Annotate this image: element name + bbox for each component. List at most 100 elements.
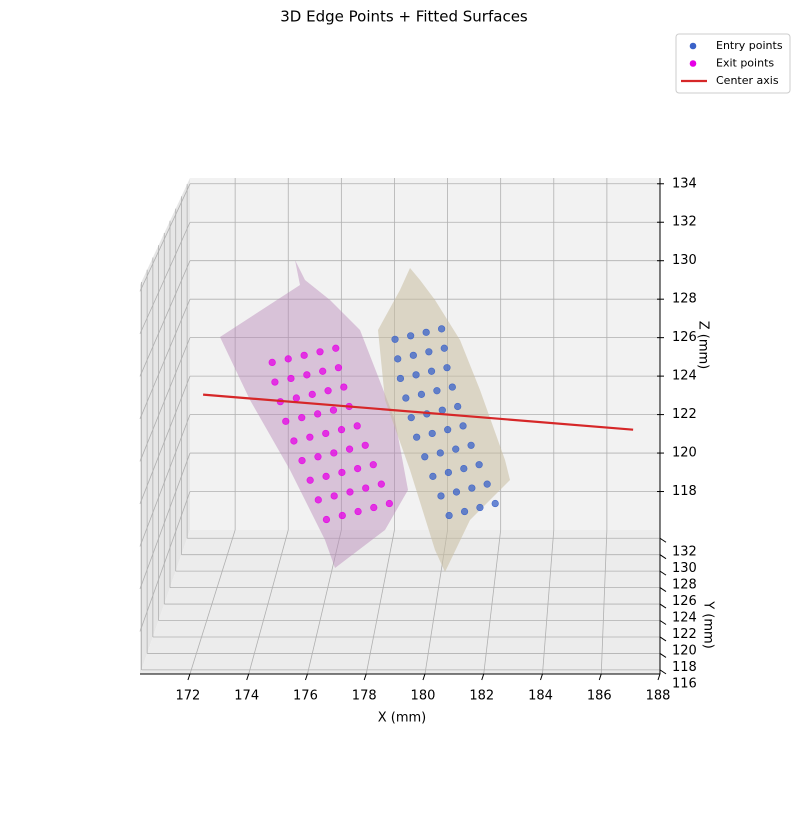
- x-tick-label: 184: [528, 689, 553, 704]
- point: [412, 371, 420, 379]
- y-tick: [659, 603, 667, 609]
- x-tick-label: 178: [352, 689, 377, 704]
- x-tick: [481, 673, 485, 681]
- point: [287, 374, 295, 383]
- z-grid-line: [139, 337, 191, 462]
- y-tick: [659, 554, 667, 560]
- x-axis-label: X (mm): [378, 711, 427, 726]
- point: [324, 387, 332, 395]
- legend-label: Center axis: [716, 74, 779, 87]
- point: [340, 383, 348, 391]
- floor-pane: [140, 530, 660, 674]
- y-tick-label: 132: [672, 545, 697, 560]
- point: [306, 433, 314, 441]
- z-tick-label: 120: [672, 446, 697, 461]
- point: [337, 426, 346, 434]
- z-axis-label: Z (mm): [696, 321, 711, 370]
- exit-surface: [220, 260, 408, 568]
- point: [377, 480, 385, 488]
- point: [369, 461, 377, 469]
- point: [452, 445, 460, 453]
- point: [303, 371, 311, 379]
- z-grid-line: [139, 260, 191, 377]
- point: [452, 488, 461, 496]
- point: [282, 417, 290, 425]
- center-axis: [203, 393, 634, 431]
- y-tick: [659, 587, 667, 593]
- point: [330, 492, 338, 500]
- x-tick: [304, 673, 308, 681]
- point: [308, 390, 316, 398]
- point: [346, 488, 354, 496]
- legend-label: Entry points: [716, 39, 783, 52]
- point: [345, 445, 354, 453]
- x-tick-label: 182: [469, 689, 494, 704]
- z-tick-label: 124: [672, 369, 697, 384]
- legend-label: Exit points: [716, 57, 774, 70]
- z-grid-line: [139, 491, 191, 632]
- x-tick-label: 188: [646, 689, 671, 704]
- point: [334, 364, 343, 372]
- point: [433, 387, 441, 395]
- point: [362, 484, 370, 492]
- point: [394, 355, 402, 363]
- legend-box: [675, 33, 791, 94]
- y-tick: [659, 653, 667, 658]
- x-grid-line: [542, 529, 555, 675]
- point: [468, 484, 476, 492]
- marks: [203, 325, 634, 524]
- point: [314, 496, 322, 504]
- point: [338, 511, 346, 520]
- point: [448, 383, 456, 391]
- point: [409, 351, 417, 359]
- y-tick-label: 128: [672, 578, 697, 593]
- point: [314, 453, 322, 461]
- point: [322, 515, 331, 524]
- x-tick-label: 174: [234, 689, 259, 704]
- point: [298, 414, 306, 422]
- x-tick-label: 176: [293, 689, 318, 704]
- legend-marker: [689, 42, 697, 50]
- point: [427, 367, 436, 375]
- point: [421, 453, 429, 461]
- point: [476, 503, 484, 512]
- point: [425, 348, 433, 356]
- z-grid-line: [139, 183, 191, 292]
- point: [300, 351, 308, 359]
- point: [491, 499, 499, 508]
- point: [322, 429, 330, 438]
- y-tick: [659, 620, 667, 625]
- y-tick: [659, 636, 667, 642]
- point: [306, 476, 314, 484]
- point: [322, 472, 330, 480]
- point: [443, 364, 451, 372]
- point: [422, 328, 430, 336]
- x-tick-label: 172: [176, 689, 201, 704]
- y-tick-label: 122: [672, 627, 697, 642]
- point: [454, 402, 462, 411]
- y-axis-label: Y (mm): [701, 600, 716, 649]
- y-tick-label: 118: [672, 660, 697, 675]
- point: [444, 468, 452, 477]
- x-tick: [657, 673, 661, 681]
- z-grid-line: [139, 375, 191, 505]
- point: [437, 492, 445, 500]
- point: [319, 367, 327, 375]
- point: [354, 464, 362, 473]
- y-tick: [659, 537, 667, 543]
- point: [271, 378, 279, 386]
- z-tick-label: 132: [672, 215, 697, 230]
- legend-marker: [689, 60, 697, 67]
- point: [440, 344, 448, 352]
- point: [438, 325, 446, 333]
- point: [385, 499, 393, 508]
- point: [298, 457, 306, 465]
- point: [370, 503, 378, 512]
- z-tick-label: 128: [672, 292, 697, 307]
- point: [444, 426, 452, 434]
- z-tick-label: 118: [672, 484, 697, 499]
- z-grid-line: [139, 299, 191, 420]
- x-tick: [187, 673, 191, 681]
- point: [459, 422, 467, 430]
